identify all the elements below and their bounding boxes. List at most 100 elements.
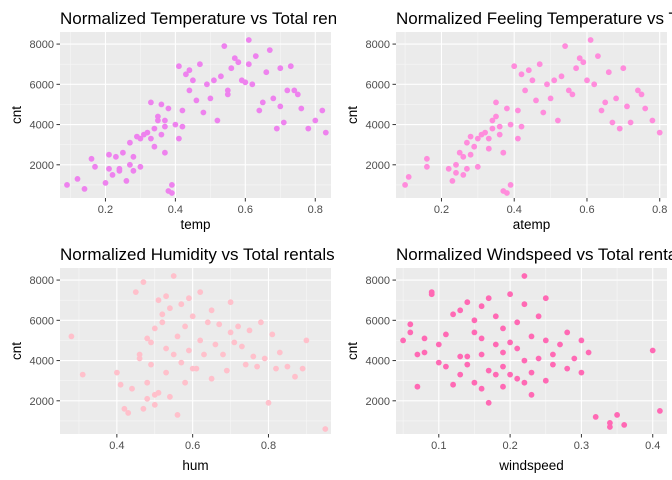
- data-point: [193, 97, 200, 104]
- x-tick-label: 0.8: [652, 204, 667, 216]
- data-point: [178, 301, 185, 308]
- data-point: [400, 337, 406, 344]
- data-point: [424, 155, 430, 162]
- data-point: [212, 341, 219, 348]
- data-point: [183, 71, 189, 78]
- data-point: [576, 55, 583, 62]
- data-point: [277, 103, 284, 110]
- y-tick-label: 2000: [30, 396, 54, 408]
- data-point: [542, 295, 549, 302]
- data-point: [169, 182, 175, 188]
- data-point: [525, 67, 532, 74]
- data-point: [162, 117, 168, 124]
- data-point: [435, 359, 442, 366]
- data-point: [620, 65, 627, 72]
- data-point: [515, 135, 521, 142]
- data-point: [284, 363, 291, 370]
- data-point: [550, 351, 556, 358]
- data-point: [500, 383, 506, 390]
- data-point: [211, 77, 217, 84]
- chart-title: Normalized Windspeed vs Total rentals: [396, 245, 672, 264]
- y-tick-label: 4000: [366, 120, 390, 132]
- data-point: [284, 87, 291, 94]
- data-point: [114, 369, 120, 376]
- data-point: [565, 87, 572, 94]
- data-point: [163, 293, 170, 300]
- data-point: [174, 333, 181, 340]
- data-point: [558, 73, 565, 80]
- y-axis-label: cnt: [9, 342, 24, 360]
- data-point: [204, 81, 210, 88]
- data-point: [182, 323, 189, 330]
- data-point: [239, 343, 245, 350]
- data-point: [186, 347, 192, 354]
- data-point: [449, 178, 456, 184]
- data-point: [627, 119, 634, 126]
- data-point: [457, 353, 464, 360]
- data-point: [551, 77, 558, 84]
- data-point: [148, 99, 154, 106]
- data-point: [642, 105, 649, 112]
- data-point: [125, 410, 132, 416]
- data-point: [261, 355, 268, 362]
- data-point: [467, 133, 474, 140]
- data-point: [621, 422, 628, 428]
- data-point: [186, 67, 193, 74]
- data-point: [492, 341, 499, 348]
- data-point: [148, 361, 154, 368]
- y-tick-label: 6000: [30, 315, 54, 327]
- data-point: [176, 135, 182, 142]
- data-point: [259, 99, 266, 106]
- facet-hum: Normalized Humidity vs Total rentals 0.4 0…: [9, 245, 335, 473]
- data-point: [170, 351, 177, 358]
- data-point: [151, 391, 158, 398]
- data-point: [132, 289, 139, 295]
- data-point: [148, 339, 154, 346]
- data-point: [231, 55, 238, 62]
- data-point: [529, 77, 536, 84]
- data-point: [485, 367, 492, 374]
- data-point: [457, 371, 464, 378]
- data-point: [221, 43, 228, 49]
- data-point: [460, 153, 467, 160]
- data-point: [493, 113, 499, 120]
- data-point: [464, 361, 471, 368]
- data-point: [151, 325, 158, 332]
- data-point: [167, 305, 173, 312]
- data-point: [562, 43, 568, 49]
- data-point: [256, 107, 263, 114]
- data-point: [189, 365, 196, 372]
- facet-temp: Normalized Temperature vs Total rentals 0…: [9, 9, 336, 232]
- x-axis-label: hum: [182, 458, 208, 473]
- data-point: [613, 95, 619, 102]
- x-axis-label: atemp: [513, 217, 551, 232]
- data-point: [246, 327, 253, 334]
- x-axis-label: windspeed: [498, 458, 564, 473]
- data-point: [507, 371, 513, 378]
- data-point: [535, 355, 542, 362]
- data-point: [569, 91, 576, 98]
- data-point: [163, 345, 170, 352]
- data-point: [242, 361, 249, 368]
- data-point: [155, 297, 162, 304]
- y-tick-label: 6000: [30, 79, 54, 91]
- data-point: [197, 61, 203, 68]
- data-point: [407, 329, 414, 336]
- x-tick-label: 0.8: [261, 440, 276, 452]
- data-point: [514, 345, 521, 352]
- data-point: [190, 77, 196, 84]
- x-tick-label: 0.2: [98, 204, 113, 216]
- data-point: [178, 359, 185, 366]
- facet-windspeed: Normalized Windspeed vs Total rentals 0.1…: [345, 245, 672, 473]
- data-point: [489, 117, 496, 124]
- data-point: [208, 375, 215, 382]
- data-point: [485, 295, 492, 302]
- data-point: [158, 131, 165, 138]
- data-point: [584, 77, 590, 84]
- data-point: [79, 371, 86, 378]
- data-point: [144, 395, 151, 402]
- data-point: [249, 81, 256, 88]
- data-point: [136, 355, 143, 362]
- data-point: [277, 65, 284, 72]
- data-point: [245, 61, 252, 68]
